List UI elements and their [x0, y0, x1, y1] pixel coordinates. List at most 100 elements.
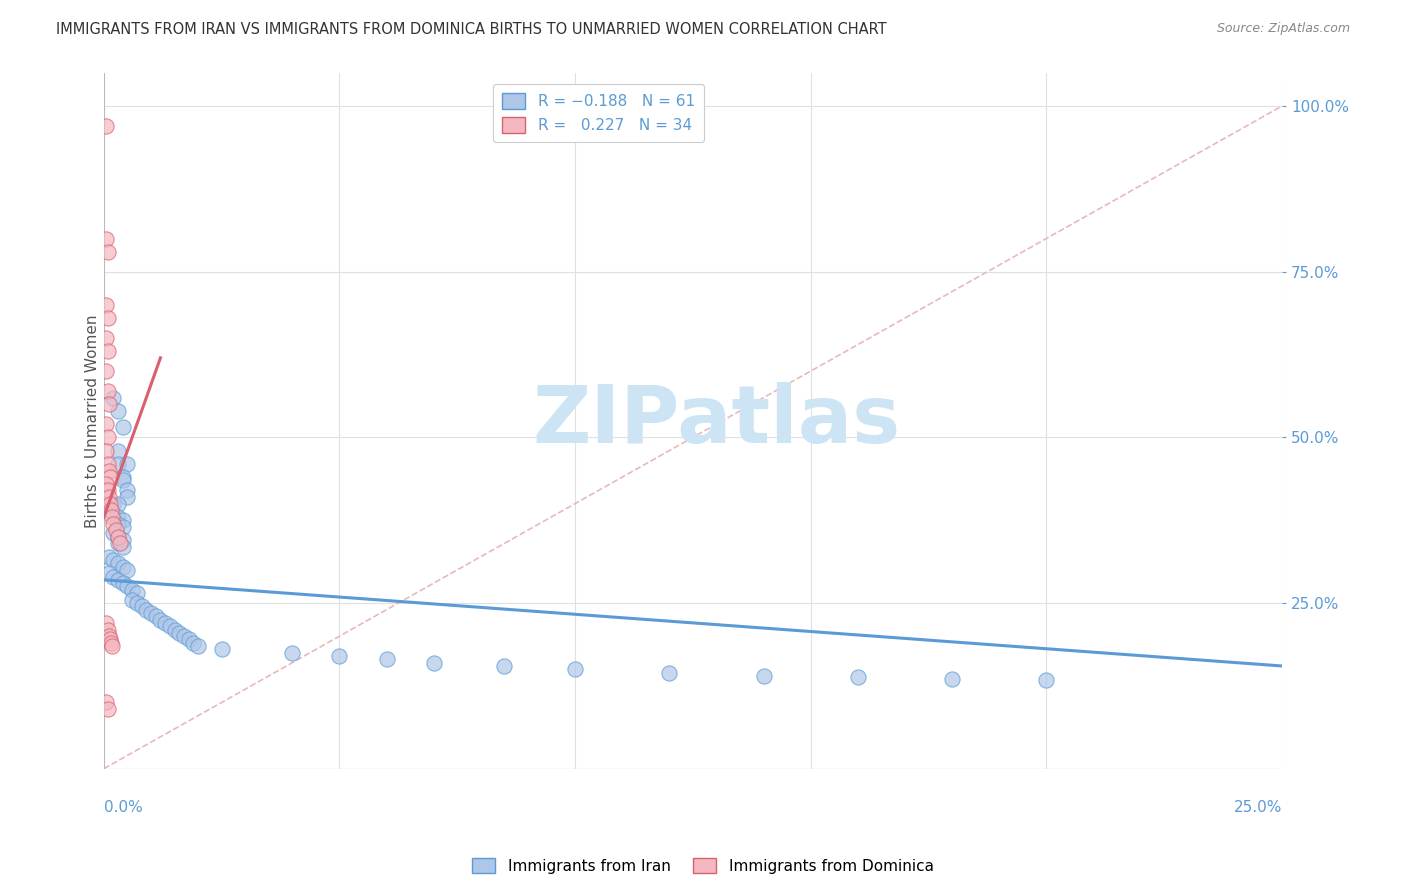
Point	[145, 609, 167, 624]
Point	[117, 457, 139, 471]
Point	[111, 470, 134, 484]
Point	[121, 592, 143, 607]
Point	[97, 483, 120, 498]
Point	[103, 497, 125, 511]
Text: 0.0%: 0.0%	[104, 800, 142, 815]
Point	[103, 391, 125, 405]
Point	[98, 470, 121, 484]
Point	[100, 503, 122, 517]
Point	[97, 702, 120, 716]
Point	[100, 636, 122, 650]
Point	[96, 331, 118, 345]
Point	[135, 602, 157, 616]
Point	[422, 656, 444, 670]
Point	[149, 613, 172, 627]
Point	[121, 582, 143, 597]
Y-axis label: Births to Unmarried Women: Births to Unmarried Women	[86, 314, 100, 527]
Point	[163, 623, 186, 637]
Point	[97, 549, 120, 564]
Text: ZIPatlas: ZIPatlas	[533, 382, 900, 459]
Point	[97, 311, 120, 326]
Point	[96, 417, 118, 431]
Point	[117, 563, 139, 577]
Point	[98, 632, 121, 647]
Point	[117, 579, 139, 593]
Point	[1035, 673, 1057, 687]
Point	[494, 659, 516, 673]
Point	[97, 566, 120, 581]
Point	[97, 490, 120, 504]
Point	[97, 623, 120, 637]
Point	[173, 629, 195, 643]
Point	[183, 636, 205, 650]
Point	[97, 397, 120, 411]
Point	[103, 507, 125, 521]
Point	[107, 443, 129, 458]
Point	[103, 526, 125, 541]
Point	[97, 463, 120, 477]
Point	[97, 457, 120, 471]
Point	[111, 576, 134, 591]
Point	[97, 629, 120, 643]
Point	[97, 244, 120, 259]
Point	[375, 652, 398, 666]
Point	[96, 695, 118, 709]
Legend: R = −0.188   N = 61, R =   0.227   N = 34: R = −0.188 N = 61, R = 0.227 N = 34	[494, 84, 704, 142]
Point	[104, 523, 127, 537]
Point	[107, 457, 129, 471]
Point	[846, 670, 869, 684]
Point	[107, 536, 129, 550]
Point	[111, 520, 134, 534]
Point	[98, 497, 121, 511]
Point	[96, 364, 118, 378]
Point	[117, 483, 139, 498]
Point	[96, 443, 118, 458]
Point	[281, 646, 304, 660]
Point	[187, 639, 209, 653]
Point	[107, 516, 129, 531]
Point	[111, 474, 134, 488]
Point	[96, 615, 118, 630]
Point	[131, 599, 153, 614]
Point	[101, 509, 124, 524]
Point	[111, 513, 134, 527]
Point	[111, 559, 134, 574]
Point	[96, 232, 118, 246]
Point	[97, 430, 120, 444]
Point	[96, 298, 118, 312]
Point	[107, 497, 129, 511]
Point	[328, 648, 350, 663]
Point	[117, 490, 139, 504]
Point	[564, 662, 586, 676]
Legend: Immigrants from Iran, Immigrants from Dominica: Immigrants from Iran, Immigrants from Do…	[467, 852, 939, 880]
Point	[97, 344, 120, 359]
Point	[139, 606, 162, 620]
Text: 25.0%: 25.0%	[1233, 800, 1282, 815]
Point	[107, 530, 129, 544]
Point	[107, 556, 129, 570]
Point	[159, 619, 181, 633]
Point	[107, 573, 129, 587]
Point	[211, 642, 233, 657]
Point	[103, 569, 125, 583]
Point	[111, 533, 134, 547]
Point	[169, 625, 191, 640]
Point	[96, 476, 118, 491]
Point	[941, 672, 963, 686]
Point	[110, 536, 132, 550]
Point	[96, 119, 118, 133]
Point	[177, 632, 200, 647]
Text: Source: ZipAtlas.com: Source: ZipAtlas.com	[1216, 22, 1350, 36]
Point	[97, 384, 120, 398]
Point	[125, 596, 148, 610]
Point	[153, 615, 176, 630]
Text: IMMIGRANTS FROM IRAN VS IMMIGRANTS FROM DOMINICA BIRTHS TO UNMARRIED WOMEN CORRE: IMMIGRANTS FROM IRAN VS IMMIGRANTS FROM …	[56, 22, 887, 37]
Point	[103, 516, 125, 531]
Point	[752, 669, 775, 683]
Point	[111, 420, 134, 434]
Point	[658, 665, 681, 680]
Point	[103, 553, 125, 567]
Point	[107, 530, 129, 544]
Point	[107, 404, 129, 418]
Point	[125, 586, 148, 600]
